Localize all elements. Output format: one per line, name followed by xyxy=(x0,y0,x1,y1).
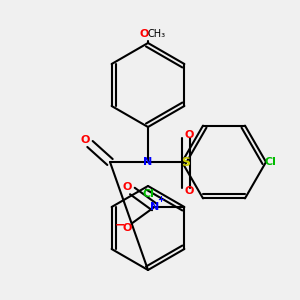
Text: CH₃: CH₃ xyxy=(148,29,166,39)
Text: O: O xyxy=(184,186,194,196)
Text: O: O xyxy=(80,135,90,145)
Text: N: N xyxy=(143,157,153,167)
Text: −: − xyxy=(115,218,126,232)
Text: Cl: Cl xyxy=(142,189,154,199)
Text: O: O xyxy=(139,29,149,39)
Text: +: + xyxy=(157,196,164,205)
Text: N: N xyxy=(150,202,159,212)
Text: O: O xyxy=(184,130,194,140)
Text: S: S xyxy=(182,155,190,169)
Text: O: O xyxy=(123,223,132,233)
Text: Cl: Cl xyxy=(264,157,276,167)
Text: O: O xyxy=(123,182,132,192)
